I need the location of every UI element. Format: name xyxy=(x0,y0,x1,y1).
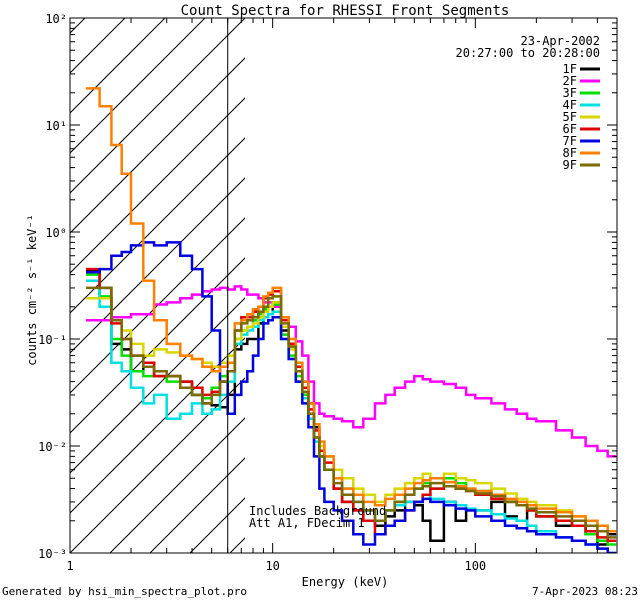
series-9F xyxy=(86,286,617,539)
hatch-line xyxy=(70,18,245,194)
legend-label-1F: 1F xyxy=(563,62,577,76)
series-8F xyxy=(86,87,617,533)
footer-generated-by: Generated by hsi_min_spectra_plot.pro xyxy=(2,585,247,598)
footer-date: 7-Apr-2023 08:23 xyxy=(532,585,638,598)
hatch-line xyxy=(70,18,206,154)
y-tick-label-1e2: 10² xyxy=(45,12,67,26)
hatch-line xyxy=(70,217,245,394)
x-tick-label-1: 1 xyxy=(66,559,73,573)
hatch-line xyxy=(149,457,245,553)
hatch-line xyxy=(70,57,245,234)
annotation-attenuator: Att A1, FDecim 1 xyxy=(249,516,365,530)
hatch-line xyxy=(70,297,245,474)
y-tick-label-1e-1: 10⁻¹ xyxy=(38,333,67,347)
hatch-line xyxy=(70,337,245,514)
hatch-line xyxy=(109,417,245,553)
hatch-line xyxy=(70,137,245,314)
hatch-line xyxy=(70,18,166,114)
y-tick-label-1e-2: 10⁻² xyxy=(38,440,67,454)
series-2F xyxy=(86,285,617,458)
hatch-line xyxy=(70,97,245,274)
y-axis-label: counts cm⁻² s⁻¹ keV⁻¹ xyxy=(25,214,39,366)
legend-label-8F: 8F xyxy=(563,146,577,160)
x-tick-label-10: 10 xyxy=(265,559,279,573)
hatch-line xyxy=(70,257,245,434)
legend-label-3F: 3F xyxy=(563,86,577,100)
hatch-line xyxy=(70,177,245,354)
time-range-label: 20:27:00 to 20:28:00 xyxy=(456,46,601,60)
legend-label-2F: 2F xyxy=(563,74,577,88)
axis-ticks xyxy=(69,17,618,554)
series-7F xyxy=(86,241,617,553)
hatch-line xyxy=(70,18,86,34)
legend-label-6F: 6F xyxy=(563,122,577,136)
legend-label-9F: 9F xyxy=(563,158,577,172)
y-tick-label-1e0: 10⁰ xyxy=(45,226,67,240)
legend-label-7F: 7F xyxy=(563,134,577,148)
chart-title: Count Spectra for RHESSI Front Segments xyxy=(181,3,510,19)
plot-frame xyxy=(69,17,618,554)
legend-label-5F: 5F xyxy=(563,110,577,124)
date-label: 23-Apr-2002 xyxy=(521,34,600,48)
x-tick-label-100: 100 xyxy=(464,559,486,573)
y-tick-label-1e-3: 10⁻³ xyxy=(38,547,67,561)
y-tick-label-1e1: 10¹ xyxy=(45,119,67,133)
excluded-region-hatch xyxy=(70,18,245,553)
hatch-line xyxy=(229,537,245,553)
x-axis-label: Energy (keV) xyxy=(302,575,389,589)
annotation-background: Includes Background xyxy=(249,504,386,518)
legend-label-4F: 4F xyxy=(563,98,577,112)
series-layer xyxy=(86,87,617,553)
hatch-line xyxy=(70,377,245,553)
